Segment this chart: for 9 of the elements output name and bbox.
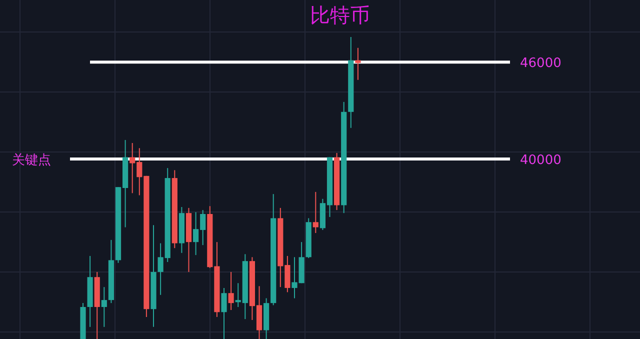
chart-title: 比特币 xyxy=(310,3,370,27)
text: 关键点 xyxy=(12,153,51,168)
candlestick xyxy=(312,191,318,234)
candlestick xyxy=(355,47,361,80)
candlestick xyxy=(228,271,234,311)
candlestick xyxy=(101,286,107,328)
text: 40000 xyxy=(520,153,562,168)
text: 46000 xyxy=(520,56,562,72)
candlestick xyxy=(221,287,227,339)
